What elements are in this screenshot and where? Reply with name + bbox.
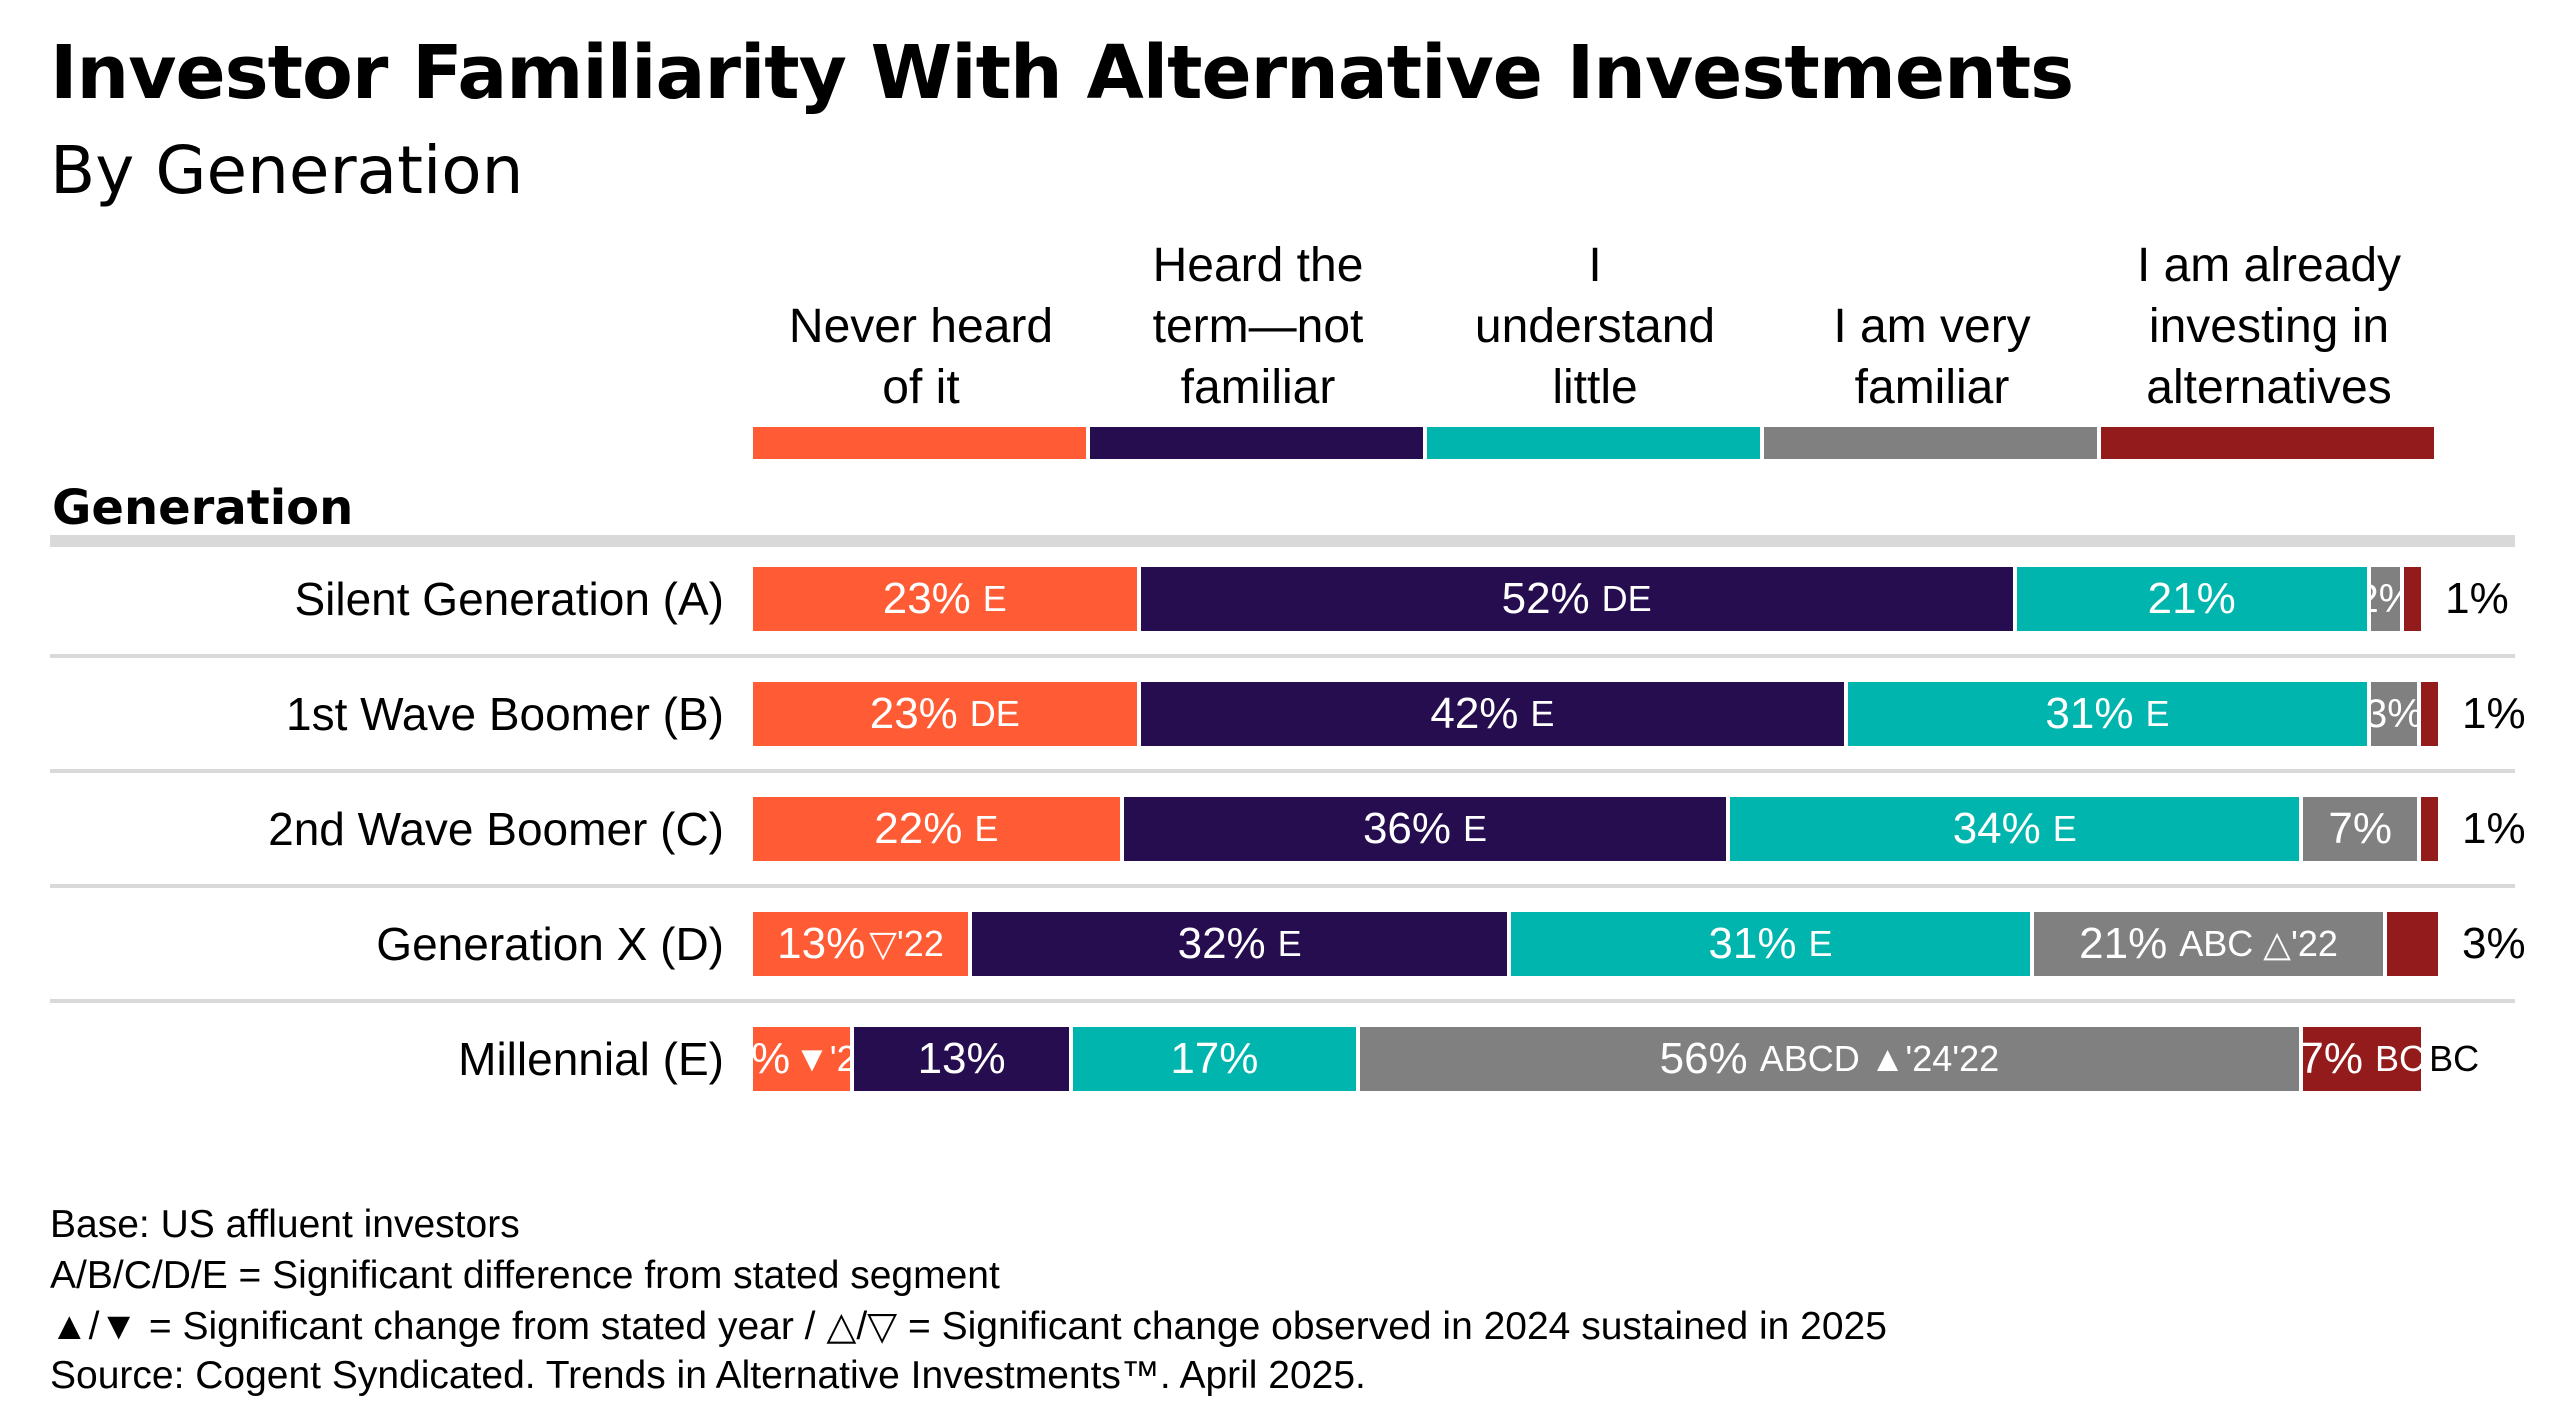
significance-note: ABCD ▲'24'22 xyxy=(1759,1038,2000,1079)
legend-swatch-3 xyxy=(1427,427,1760,459)
data-label: 56% xyxy=(1659,1034,1748,1083)
significance-note: BC xyxy=(2374,1038,2422,1079)
legend-swatch-5 xyxy=(2101,427,2434,459)
legend-swatch-4 xyxy=(1764,427,2097,459)
bar-segment: 32% E xyxy=(972,912,1512,976)
significance-note: ABC △'22 xyxy=(2179,923,2338,964)
bar-segment: 21% xyxy=(2016,567,2371,631)
significance-note: E xyxy=(2145,693,2170,734)
data-label: 3% xyxy=(2462,919,2526,968)
significance-note: ▽'22 xyxy=(869,923,944,964)
bar-segment: 56% ABCD ▲'24'22 xyxy=(1359,1027,2304,1091)
bar-segment xyxy=(2421,797,2438,861)
bar-segment: 17% xyxy=(1073,1027,1360,1091)
legend-text-5: I am already investing in alternatives xyxy=(2136,239,2402,414)
legend-text-4: I am very familiar xyxy=(1833,300,2031,414)
legend-text-1: Never heard of it xyxy=(788,300,1054,414)
legend-text-2: Heard the term—not familiar xyxy=(1152,239,1364,414)
data-label: 36% xyxy=(1362,804,1452,853)
data-label: 13% xyxy=(777,919,866,968)
data-label: 1% xyxy=(2462,689,2526,738)
row-label: Silent Generation (A) xyxy=(294,573,724,625)
bar-segment: 2% xyxy=(2370,567,2405,631)
row-label: 2nd Wave Boomer (C) xyxy=(268,803,724,855)
row-separator xyxy=(50,654,2515,658)
bar-segment: 21% ABC △'22 xyxy=(2033,912,2388,976)
bar-segment: 3% xyxy=(2370,682,2422,746)
data-label: 21% xyxy=(2147,574,2236,623)
bar-segment: 52% DE xyxy=(1140,567,2017,631)
legend-label-5: I am already investing in alternatives xyxy=(2104,228,2434,418)
significance-note: E xyxy=(982,578,1007,619)
data-label: 7% xyxy=(2328,804,2392,853)
data-label: 3% xyxy=(2371,691,2422,736)
legend-swatch-1 xyxy=(753,427,1086,459)
row-separator xyxy=(50,884,2515,888)
data-label: 52% xyxy=(1501,574,1590,623)
significance-note: E xyxy=(2052,808,2077,849)
generation-header: Generation xyxy=(52,480,354,536)
data-label: 21% xyxy=(2079,919,2168,968)
bar-segment xyxy=(2387,912,2438,976)
data-label: 31% xyxy=(1708,919,1797,968)
data-label: 32% xyxy=(1177,919,1266,968)
data-label: 7% xyxy=(2303,1034,2363,1083)
data-label: 42% xyxy=(1430,689,1519,738)
footnote-change-key: ▲/▼ = Significant change from stated yea… xyxy=(50,1305,1887,1348)
header-rule xyxy=(50,535,2515,547)
significance-note: E xyxy=(974,808,999,849)
legend-label-3: I understand little xyxy=(1430,228,1760,418)
legend-label-2: Heard the term—not familiar xyxy=(1093,228,1423,418)
legend-label-4: I am very familiar xyxy=(1767,228,2097,418)
significance-note: E xyxy=(1530,693,1555,734)
significance-note: BC xyxy=(2429,1038,2480,1079)
footnote-source: Source: Cogent Syndicated. Trends in Alt… xyxy=(50,1354,1366,1397)
bar-segment: 31% E xyxy=(1848,682,2371,746)
row-label: Generation X (D) xyxy=(376,918,724,970)
bar-segment xyxy=(2404,567,2422,631)
data-label: 1% xyxy=(2445,574,2509,623)
row-label: Millennial (E) xyxy=(458,1033,724,1085)
chart-title: Investor Familiarity With Alternative In… xyxy=(50,30,2074,116)
chart-subtitle: By Generation xyxy=(50,132,524,209)
significance-note: DE xyxy=(1601,578,1652,619)
bar-segment: 22% E xyxy=(753,797,1124,861)
data-label: 34% xyxy=(1952,804,2041,853)
row-separator xyxy=(50,769,2515,773)
footnote-base: Base: US affluent investors xyxy=(50,1203,520,1246)
bar-segment: 36% E xyxy=(1123,797,1731,861)
significance-note: E xyxy=(1277,923,1302,964)
data-label: 23% xyxy=(882,574,971,623)
bar-segment xyxy=(2421,682,2438,746)
significance-note: DE xyxy=(969,693,1020,734)
data-label: 6% xyxy=(753,1034,791,1083)
bar-segment: 34% E xyxy=(1730,797,2304,861)
bar-segment: 7% xyxy=(2303,797,2422,861)
data-label: 23% xyxy=(869,689,958,738)
bar-segment: 6%▼'24 xyxy=(753,1027,855,1091)
legend-text-3: I understand little xyxy=(1474,239,1716,414)
bar-segment: 13% xyxy=(854,1027,1074,1091)
legend-swatch-2 xyxy=(1090,427,1423,459)
bar-segment: 23% E xyxy=(753,567,1141,631)
row-label: 1st Wave Boomer (B) xyxy=(286,688,724,740)
footnote-segment-key: A/B/C/D/E = Significant difference from … xyxy=(50,1254,1000,1297)
significance-note: E xyxy=(1808,923,1833,964)
significance-note: E xyxy=(1463,808,1488,849)
data-label: 13% xyxy=(917,1034,1006,1083)
legend-label-1: Never heard of it xyxy=(756,228,1086,418)
bar-segment: 23% DE xyxy=(753,682,1141,746)
row-separator xyxy=(50,999,2515,1003)
bar-segment: 7% BC xyxy=(2303,1027,2422,1091)
bar-segment: 31% E xyxy=(1511,912,2034,976)
data-label: 22% xyxy=(874,804,963,853)
bar-segment: 42% E xyxy=(1140,682,1849,746)
data-label: 2% xyxy=(2371,577,2401,622)
data-label: 1% xyxy=(2462,804,2526,853)
bar-segment: 13% ▽'22 xyxy=(753,912,973,976)
significance-note: ▼'24 xyxy=(794,1038,850,1079)
data-label: 31% xyxy=(2045,689,2134,738)
data-label: 17% xyxy=(1170,1034,1259,1083)
